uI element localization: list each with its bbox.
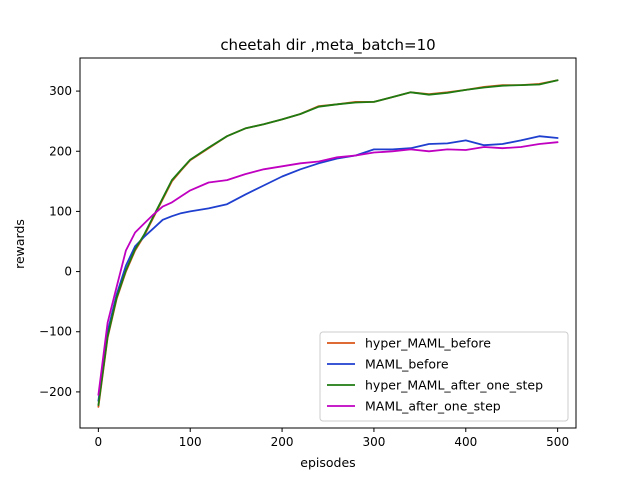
y-tick-label: 200 [49,144,72,158]
x-tick-label: 200 [271,435,294,449]
series-line-maml-after-one-step [97,141,559,396]
x-tick-label: 500 [546,435,569,449]
series-line-maml-before [97,135,559,402]
x-tick-label: 300 [362,435,385,449]
x-axis-label: episodes [300,455,355,470]
y-tick-label: −100 [39,325,72,339]
legend-label: MAML_before [365,357,449,372]
x-tick-label: 100 [179,435,202,449]
x-tick-label: 400 [454,435,477,449]
y-tick-label: 300 [49,84,72,98]
x-tick-label: 0 [95,435,103,449]
y-axis-label: rewards [12,219,27,269]
y-tick-label: −200 [39,385,72,399]
y-axis: −200 −100 0 100 200 300 [39,84,80,399]
legend: hyper_MAML_before MAML_before hyper_MAML_a… [319,331,569,422]
chart-title: cheetah dir ,meta_batch=10 [220,36,435,55]
y-tick-label: 0 [64,265,72,279]
axes-frame [79,57,577,429]
series-lines [97,79,559,408]
plot-area [79,57,577,429]
legend-label: hyper_MAML_before [365,336,491,351]
legend-box [319,331,569,422]
legend-label: hyper_MAML_after_one_step [365,378,543,393]
series-line-hyper-maml-after-one-step [97,79,559,407]
x-axis: 0 100 200 300 400 500 [95,428,569,449]
y-tick-label: 100 [49,204,72,218]
legend-label: MAML_after_one_step [365,399,501,414]
